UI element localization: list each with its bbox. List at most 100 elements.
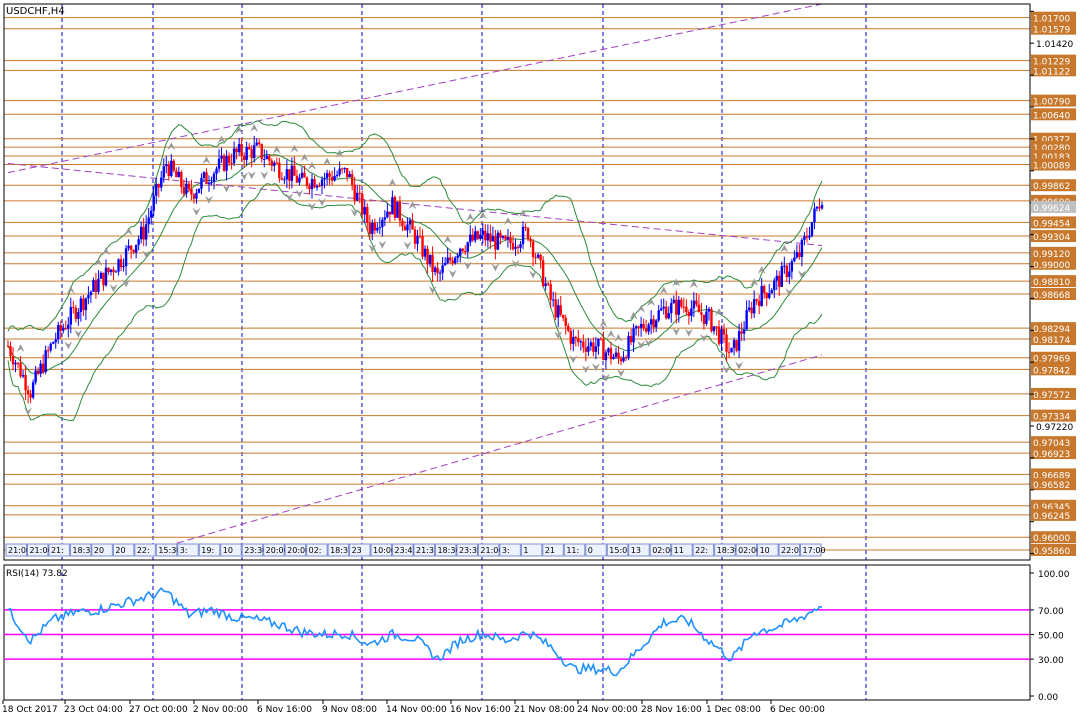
candle-body	[9, 345, 12, 357]
candle-body	[303, 172, 306, 178]
candle-body	[172, 160, 176, 171]
candle-body	[632, 328, 635, 343]
candle-body	[330, 176, 334, 181]
candle-body	[217, 158, 221, 169]
time-tag-box	[263, 543, 285, 557]
candle-body	[544, 283, 547, 287]
candle-body	[112, 269, 115, 273]
trendlines	[7, 3, 823, 547]
candle-body	[245, 146, 248, 160]
time-tag: 0	[588, 546, 593, 555]
time-tag: 20:00	[266, 546, 289, 555]
candle-body	[185, 183, 188, 194]
candle-body	[167, 164, 170, 177]
candle-body	[373, 222, 377, 231]
candle-body	[41, 363, 45, 372]
price-level-label: 0.96000	[1033, 534, 1070, 544]
candle-body	[747, 307, 751, 311]
candle-body	[639, 323, 643, 328]
fractal-down-arrow	[350, 208, 359, 217]
candle-body	[59, 325, 62, 331]
candle-body	[557, 305, 560, 318]
time-tag: 18:30	[717, 546, 740, 555]
fractal-up-arrow	[307, 161, 316, 170]
candle-body	[700, 312, 703, 315]
candle-body	[469, 234, 472, 243]
candle-body	[300, 172, 304, 178]
candle-body	[67, 324, 70, 329]
candle-body	[197, 188, 201, 193]
price-level-label: 0.96923	[1033, 450, 1070, 460]
candle-body	[134, 244, 138, 253]
time-axis-label: 6 Nov 16:00	[257, 705, 312, 715]
candle-body	[265, 155, 268, 159]
current-price-label: 0.99624	[1033, 204, 1070, 214]
candle-body	[177, 172, 181, 178]
time-tag-box	[370, 543, 393, 557]
time-tag: 11	[674, 546, 684, 555]
candle-body	[484, 230, 487, 241]
price-level-label: 1.00790	[1033, 98, 1070, 108]
candle-body	[72, 307, 75, 309]
candle-body	[11, 356, 15, 365]
fractal-down-arrow	[192, 207, 201, 216]
candle-body	[44, 350, 47, 372]
fractal-down-arrow	[644, 338, 653, 347]
candle-body	[315, 185, 319, 188]
candle-body	[195, 192, 198, 199]
candle-body	[770, 290, 773, 294]
candle-body	[499, 232, 502, 238]
candle-body	[549, 284, 552, 301]
fractal-down-arrow	[204, 195, 213, 204]
price-level-label: 0.98294	[1033, 325, 1070, 335]
candle-body	[421, 236, 424, 257]
time-tag-box	[198, 543, 221, 557]
candle-body	[97, 278, 100, 292]
price-level-label: 1.00280	[1033, 144, 1070, 154]
candle-body	[569, 330, 572, 344]
price-level-label-bg	[1031, 333, 1076, 346]
candle-body	[808, 235, 811, 238]
candle-body	[705, 311, 708, 324]
candle-body	[192, 194, 196, 199]
candle-body	[539, 254, 542, 261]
candle-body	[142, 226, 145, 240]
candle-body	[680, 299, 683, 307]
candle-body	[649, 319, 653, 325]
candle-body	[285, 169, 289, 180]
candle-body	[692, 300, 696, 309]
candle-body	[479, 234, 482, 239]
candle-body	[99, 272, 103, 279]
candle-body	[660, 308, 663, 311]
time-tag: 10:00	[373, 546, 396, 555]
rsi-label: RSI(14) 73.82	[6, 569, 68, 579]
candle-body	[371, 222, 374, 234]
candle-body	[647, 324, 650, 332]
time-tag-box	[69, 543, 92, 557]
rsi-line	[7, 587, 823, 677]
candle-body	[356, 192, 359, 201]
price-level-label: 0.99454	[1033, 219, 1070, 229]
fractal-down-arrow	[722, 365, 731, 374]
time-tag-box	[284, 543, 307, 557]
candle-body	[225, 155, 228, 171]
candle-body	[237, 144, 241, 153]
candle-body	[773, 280, 776, 291]
candle-body	[338, 168, 341, 175]
candle-body	[155, 184, 158, 196]
candle-body	[187, 183, 191, 189]
rsi-axis-tick-label: 100.00	[1038, 570, 1070, 580]
candle-body	[426, 248, 429, 265]
price-level-label: 0.97969	[1033, 355, 1070, 365]
candle-body	[119, 259, 123, 268]
candle-body	[476, 231, 480, 239]
candle-body	[62, 328, 65, 331]
candle-body	[526, 228, 530, 240]
candle-body	[376, 227, 379, 231]
price-level-label: 1.01122	[1033, 67, 1070, 77]
price-level-label: 0.97572	[1033, 391, 1070, 401]
